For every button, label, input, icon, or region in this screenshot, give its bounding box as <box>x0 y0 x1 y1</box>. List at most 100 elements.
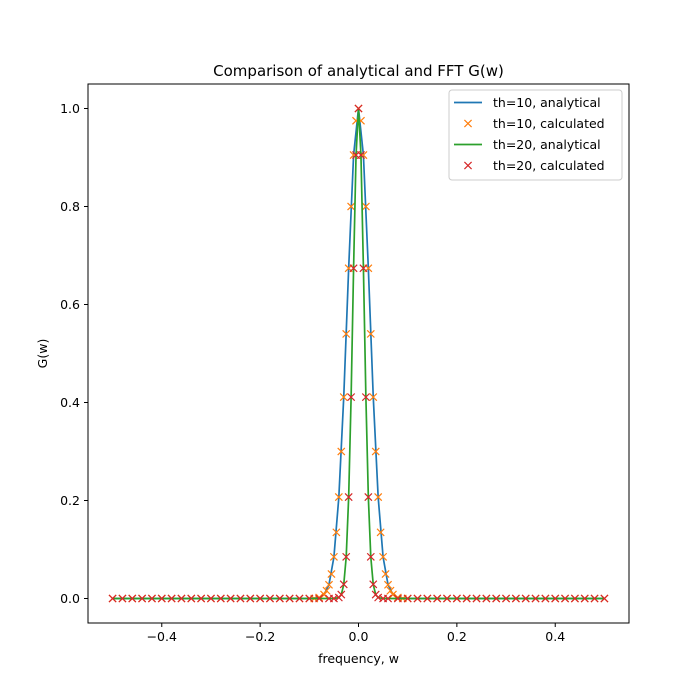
series-2-point <box>369 393 378 402</box>
series-4-point <box>531 594 540 603</box>
series-2-point <box>332 528 341 537</box>
legend-box <box>448 89 623 181</box>
series-2-point <box>324 580 334 589</box>
series-4-point <box>511 594 520 603</box>
x-tick-label: −0.2 <box>245 629 275 644</box>
series-4-point <box>462 594 471 603</box>
series-4-point <box>502 594 511 603</box>
series-4-point <box>118 594 127 603</box>
series-4-point <box>216 594 225 603</box>
legend-entry-3: th=20, analytical <box>454 137 601 152</box>
series-4-point <box>366 552 375 561</box>
series-4-point <box>356 151 365 160</box>
series-4-point <box>275 594 284 603</box>
legend-label: th=20, calculated <box>493 158 605 173</box>
series-4-point <box>315 594 324 603</box>
series-2-point <box>334 493 343 502</box>
x-tick-label: 0.0 <box>349 629 369 644</box>
y-tick-label: 0.2 <box>60 493 80 508</box>
series-4-point <box>347 393 356 402</box>
series-4-point <box>344 493 353 502</box>
series-2-point <box>347 202 356 211</box>
series-2-point <box>379 552 388 561</box>
series-4-point <box>329 594 338 603</box>
series-4-point <box>393 594 402 603</box>
legend-marker-swatch <box>463 119 473 128</box>
plot-area <box>108 104 609 603</box>
series-4-point <box>443 594 452 603</box>
series-4-point <box>226 594 235 603</box>
legend-label: th=20, analytical <box>493 137 601 152</box>
series-4-point <box>354 104 363 113</box>
series-4-point <box>433 594 442 603</box>
series-4-point <box>157 594 166 603</box>
y-tick-label: 0.6 <box>60 297 80 312</box>
series-4-point <box>580 594 589 603</box>
series-4-point <box>147 594 156 603</box>
series-4-point <box>361 393 370 402</box>
series-4-point <box>364 493 373 502</box>
series-4-point <box>197 594 206 603</box>
series-4-point <box>452 594 461 603</box>
series-4-point <box>492 594 501 603</box>
legend-label: th=10, calculated <box>493 116 605 131</box>
series-2-point <box>320 590 329 599</box>
series-4-point <box>256 594 265 603</box>
series-4-point <box>590 594 599 603</box>
series-2-point <box>329 552 338 561</box>
x-axis-label: frequency, w <box>318 651 399 666</box>
series-4-point <box>359 264 368 273</box>
series-4-point <box>472 594 481 603</box>
y-tick-label: 0.0 <box>60 591 80 606</box>
series-4-point <box>403 594 412 603</box>
series-2-point <box>337 447 346 456</box>
series-4-point <box>369 580 378 589</box>
x-tick-label: −0.4 <box>147 629 177 644</box>
series-4-point <box>128 594 137 603</box>
series-4-point <box>551 594 560 603</box>
legend-entry-1: th=10, analytical <box>454 95 601 110</box>
y-tick-label: 0.8 <box>60 199 80 214</box>
series-2-point <box>381 569 390 579</box>
y-tick-label: 0.4 <box>60 395 80 410</box>
series-4-point <box>167 594 176 603</box>
series-4-point <box>482 594 491 603</box>
y-tick-label: 1.0 <box>60 101 80 116</box>
series-4-point <box>138 594 147 603</box>
series-4-point <box>383 594 393 603</box>
series-4-point <box>305 594 314 603</box>
series-4-point <box>342 552 351 561</box>
series-4-point <box>236 594 245 603</box>
series-2-point <box>366 329 375 338</box>
series-4-point <box>521 594 530 603</box>
legend-entry-2: th=10, calculated <box>463 116 605 131</box>
chart-title: Comparison of analytical and FFT G(w) <box>213 62 504 80</box>
series-4-point <box>177 594 186 603</box>
series-2-point <box>371 447 380 456</box>
series-2-point <box>383 580 393 589</box>
legend-entry-4: th=20, calculated <box>463 158 605 173</box>
x-axis-ticks: −0.4 −0.2 0.0 0.2 0.4 <box>147 623 565 644</box>
series-4-point <box>108 594 117 603</box>
series-4-point <box>337 590 346 599</box>
series-4-point <box>339 580 348 589</box>
series-4-point <box>374 593 383 602</box>
series-2-point <box>393 593 402 602</box>
series-4-point <box>349 264 358 273</box>
series-4-point <box>265 594 274 603</box>
series-2-point <box>322 586 331 595</box>
series-4-point <box>413 594 422 603</box>
x-tick-label: 0.2 <box>447 629 467 644</box>
x-tick-label: 0.4 <box>545 629 565 644</box>
series-4 <box>108 104 609 603</box>
series-2-point <box>339 393 348 402</box>
series-4-point <box>561 594 570 603</box>
series-4-point <box>285 594 294 603</box>
y-axis-ticks: 0.0 0.2 0.4 0.6 0.8 1.0 <box>60 101 88 606</box>
series-2-point <box>376 528 385 537</box>
series-4-point <box>187 594 196 603</box>
series-4-point <box>295 594 304 603</box>
legend-marker-swatch <box>463 161 473 170</box>
series-4-point <box>423 594 432 603</box>
